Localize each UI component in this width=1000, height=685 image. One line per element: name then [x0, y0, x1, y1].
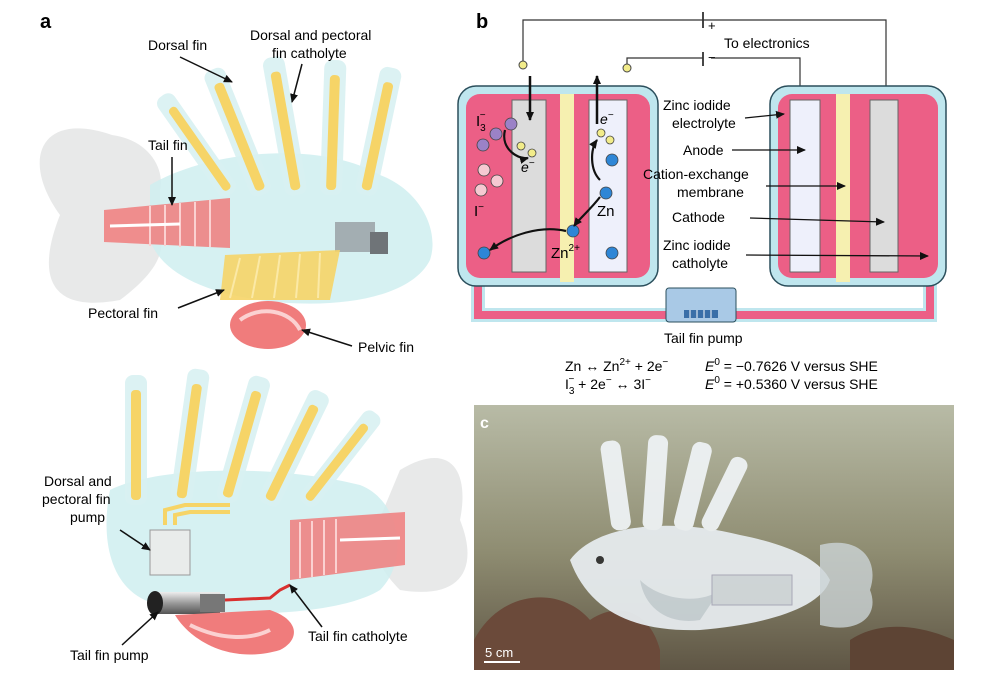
- external-wiring: [522, 12, 887, 95]
- terminal-right: [622, 63, 632, 73]
- fish-top-illustration: [39, 56, 433, 349]
- scale-bar-label: 5 cm: [485, 645, 513, 660]
- arrow-pelvic-fin: [301, 328, 353, 347]
- i3-label: I3−: [476, 110, 486, 134]
- ion-particles: [474, 117, 619, 260]
- arrow-dorsal-pump: [119, 529, 151, 551]
- label-pump-line3: pump: [70, 509, 105, 525]
- label-tail-fin: Tail fin: [148, 137, 188, 153]
- label-pelvic-fin: Pelvic fin: [358, 339, 414, 355]
- e-right-label: e−: [600, 110, 614, 127]
- label-catholyte-line2: fin catholyte: [272, 45, 347, 61]
- panel-c-letter: c: [480, 415, 489, 432]
- e-left-label: e−: [521, 158, 535, 175]
- panel-a: a: [39, 11, 468, 663]
- label-zie-2: electrolyte: [672, 115, 736, 131]
- arrow-dorsal-fin: [179, 56, 233, 83]
- tail-fin-pump-label: Tail fin pump: [664, 330, 743, 346]
- label-pump-line2: pectoral fin: [42, 491, 110, 507]
- arrow-tail-pump-a: [121, 611, 159, 646]
- label-anode: Anode: [683, 142, 724, 158]
- panel-a-letter: a: [40, 11, 52, 33]
- minus-terminal: −: [708, 50, 716, 65]
- tail-fin-pump-icon: [665, 287, 737, 323]
- left-cathode: [511, 99, 547, 273]
- panel-b-letter: b: [476, 11, 488, 33]
- zn-label: Zn: [597, 203, 615, 220]
- label-zic-1: Zinc iodide: [663, 237, 731, 253]
- arrow-pectoral-fin: [177, 289, 225, 309]
- panel-b: b + − To electronics Tail f: [457, 11, 947, 397]
- i-minus-label: I−: [474, 202, 484, 220]
- label-tail-fin-pump-a: Tail fin pump: [70, 647, 149, 663]
- right-cathode: [869, 99, 899, 273]
- equation-1: Zn ↔ Zn2+ + 2e−: [565, 357, 668, 374]
- equation-2: I3− + 2e− ↔ 3I−: [565, 374, 651, 397]
- left-anode: [588, 99, 628, 273]
- label-zie-1: Zinc iodide: [663, 97, 731, 113]
- label-tail-fin-catholyte: Tail fin catholyte: [308, 628, 408, 644]
- fish-bottom-illustration: [106, 368, 468, 655]
- label-catholyte-line1: Dorsal and pectoral: [250, 27, 371, 43]
- robot-fish-photo: [570, 435, 873, 631]
- label-pump-line1: Dorsal and: [44, 473, 112, 489]
- zn2-label: Zn2+: [551, 243, 580, 262]
- label-cation-2: membrane: [677, 184, 744, 200]
- label-zic-2: catholyte: [672, 255, 728, 271]
- arrow-catholyte: [290, 63, 303, 103]
- label-pectoral-fin: Pectoral fin: [88, 305, 158, 321]
- label-cathode: Cathode: [672, 209, 725, 225]
- label-dorsal-fin: Dorsal fin: [148, 37, 207, 53]
- plus-terminal: +: [708, 18, 716, 33]
- equation-2-potential: E0 = +0.5360 V versus SHE: [705, 375, 878, 392]
- arrow-tail-catholyte: [289, 584, 323, 628]
- to-electronics-label: To electronics: [724, 35, 810, 51]
- right-membrane: [836, 94, 850, 282]
- equation-1-potential: E0 = −0.7626 V versus SHE: [705, 357, 878, 374]
- terminal-left: [518, 60, 528, 70]
- panel-c: c 5 cm: [474, 405, 954, 670]
- label-cation-1: Cation-exchange: [643, 166, 749, 182]
